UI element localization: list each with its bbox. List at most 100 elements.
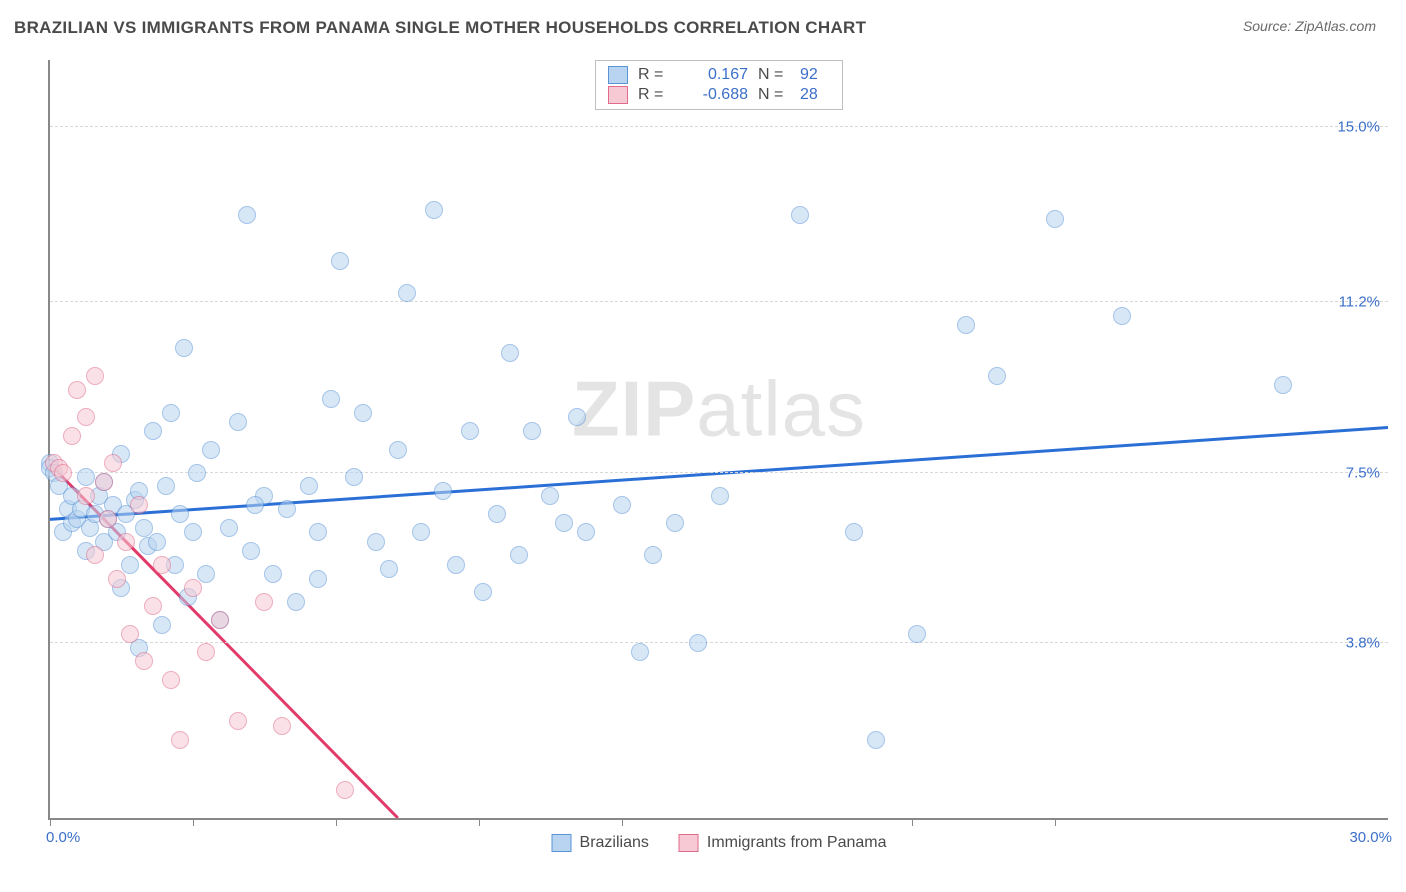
data-point-series-0 xyxy=(689,634,707,652)
legend-item-1: Immigrants from Panama xyxy=(679,834,887,852)
data-point-series-1 xyxy=(184,579,202,597)
data-point-series-0 xyxy=(555,514,573,532)
legend-row-series-0: R = 0.167 N = 92 xyxy=(608,65,830,85)
y-tick-label: 15.0% xyxy=(1337,119,1380,136)
legend-n-value-0: 92 xyxy=(800,66,830,84)
y-tick-label: 7.5% xyxy=(1346,464,1380,481)
data-point-series-0 xyxy=(1113,307,1131,325)
legend-n-value-1: 28 xyxy=(800,86,830,104)
watermark-bold: ZIP xyxy=(572,364,696,452)
data-point-series-0 xyxy=(957,316,975,334)
data-point-series-0 xyxy=(398,284,416,302)
data-point-series-1 xyxy=(54,464,72,482)
data-point-series-0 xyxy=(461,422,479,440)
data-point-series-0 xyxy=(287,593,305,611)
legend-n-label-0: N = xyxy=(758,66,790,84)
x-tick xyxy=(912,818,913,826)
data-point-series-0 xyxy=(541,487,559,505)
data-point-series-0 xyxy=(1046,210,1064,228)
data-point-series-0 xyxy=(175,339,193,357)
data-point-series-1 xyxy=(121,625,139,643)
data-point-series-0 xyxy=(153,616,171,634)
x-max-label: 30.0% xyxy=(1349,829,1392,846)
legend-bottom-label-1: Immigrants from Panama xyxy=(707,834,887,852)
data-point-series-0 xyxy=(367,533,385,551)
chart-wrap: Single Mother Households ZIPatlas R = 0.… xyxy=(0,50,1406,892)
legend-swatch-0 xyxy=(608,66,628,84)
data-point-series-0 xyxy=(666,514,684,532)
gridline xyxy=(50,126,1388,127)
source-value: ZipAtlas.com xyxy=(1295,18,1376,34)
data-point-series-1 xyxy=(197,643,215,661)
legend-bottom-swatch-1 xyxy=(679,834,699,852)
chart-title: BRAZILIAN VS IMMIGRANTS FROM PANAMA SING… xyxy=(14,18,866,38)
data-point-series-1 xyxy=(171,731,189,749)
data-point-series-0 xyxy=(171,505,189,523)
data-point-series-0 xyxy=(157,477,175,495)
data-point-series-1 xyxy=(99,510,117,528)
x-tick xyxy=(622,818,623,826)
x-tick xyxy=(479,818,480,826)
data-point-series-1 xyxy=(336,781,354,799)
data-point-series-0 xyxy=(202,441,220,459)
data-point-series-1 xyxy=(68,381,86,399)
data-point-series-0 xyxy=(577,523,595,541)
x-tick xyxy=(336,818,337,826)
legend-correlation: R = 0.167 N = 92 R = -0.688 N = 28 xyxy=(595,60,843,110)
data-point-series-1 xyxy=(273,717,291,735)
data-point-series-1 xyxy=(86,367,104,385)
data-point-series-0 xyxy=(711,487,729,505)
data-point-series-0 xyxy=(389,441,407,459)
trend-lines xyxy=(50,60,1388,818)
data-point-series-0 xyxy=(322,390,340,408)
y-tick-label: 3.8% xyxy=(1346,634,1380,651)
gridline xyxy=(50,472,1388,473)
data-point-series-1 xyxy=(77,408,95,426)
data-point-series-0 xyxy=(1274,376,1292,394)
data-point-series-0 xyxy=(845,523,863,541)
data-point-series-0 xyxy=(510,546,528,564)
data-point-series-1 xyxy=(86,546,104,564)
data-point-series-0 xyxy=(309,523,327,541)
data-point-series-0 xyxy=(474,583,492,601)
legend-r-value-0: 0.167 xyxy=(682,66,748,84)
legend-series: Brazilians Immigrants from Panama xyxy=(552,834,887,852)
chart-header: BRAZILIAN VS IMMIGRANTS FROM PANAMA SING… xyxy=(0,0,1406,46)
data-point-series-0 xyxy=(184,523,202,541)
data-point-series-0 xyxy=(300,477,318,495)
gridline xyxy=(50,301,1388,302)
data-point-series-0 xyxy=(644,546,662,564)
data-point-series-0 xyxy=(162,404,180,422)
data-point-series-0 xyxy=(434,482,452,500)
legend-r-label-1: R = xyxy=(638,86,672,104)
data-point-series-0 xyxy=(188,464,206,482)
x-min-label: 0.0% xyxy=(46,829,80,846)
data-point-series-0 xyxy=(908,625,926,643)
data-point-series-0 xyxy=(380,560,398,578)
data-point-series-1 xyxy=(104,454,122,472)
data-point-series-1 xyxy=(108,570,126,588)
legend-r-label-0: R = xyxy=(638,66,672,84)
watermark-rest: atlas xyxy=(696,364,866,452)
data-point-series-0 xyxy=(791,206,809,224)
data-point-series-0 xyxy=(197,565,215,583)
data-point-series-1 xyxy=(130,496,148,514)
data-point-series-0 xyxy=(264,565,282,583)
legend-row-series-1: R = -0.688 N = 28 xyxy=(608,85,830,105)
legend-r-value-1: -0.688 xyxy=(682,86,748,104)
data-point-series-0 xyxy=(242,542,260,560)
data-point-series-1 xyxy=(153,556,171,574)
data-point-series-0 xyxy=(631,643,649,661)
data-point-series-0 xyxy=(220,519,238,537)
data-point-series-0 xyxy=(144,422,162,440)
data-point-series-0 xyxy=(229,413,247,431)
data-point-series-0 xyxy=(425,201,443,219)
data-point-series-1 xyxy=(117,533,135,551)
legend-bottom-swatch-0 xyxy=(552,834,572,852)
data-point-series-0 xyxy=(501,344,519,362)
data-point-series-1 xyxy=(135,652,153,670)
data-point-series-1 xyxy=(77,487,95,505)
data-point-series-0 xyxy=(148,533,166,551)
chart-source: Source: ZipAtlas.com xyxy=(1243,18,1376,34)
data-point-series-0 xyxy=(121,556,139,574)
